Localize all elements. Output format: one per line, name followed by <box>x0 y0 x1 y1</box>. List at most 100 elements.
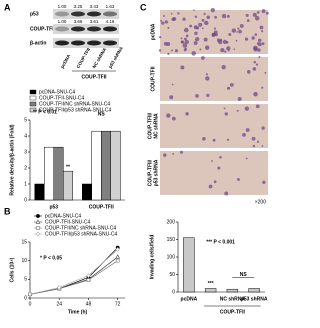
y-tick-label: 0 <box>172 289 175 295</box>
stained-cell <box>194 31 198 36</box>
stained-cell <box>194 15 198 18</box>
stained-cell <box>253 91 258 97</box>
stained-cell <box>169 95 174 100</box>
stained-cell <box>158 49 162 52</box>
y-axis-label: Relative density/β-actin (Fold) <box>9 124 15 195</box>
stained-cell <box>231 28 237 33</box>
legend-label: COUP-TFII/NC shRNA-SNU-C4 <box>39 101 110 107</box>
lane-label: p53 shRNA <box>108 45 125 69</box>
y-tick-label: 15 <box>21 239 27 245</box>
stained-cell <box>242 133 246 137</box>
blot-band <box>55 26 69 32</box>
micrograph <box>160 151 268 195</box>
stained-cell <box>171 17 175 21</box>
micrograph <box>160 57 268 101</box>
image-label: COUP-TFII/ <box>147 159 153 186</box>
stained-cell <box>163 15 165 17</box>
legend-label: COUP-TFII/p53 shRNA-SNU-C4 <box>45 231 117 237</box>
y-tick-label: 150 <box>167 237 176 243</box>
bar <box>183 237 195 293</box>
stained-cell <box>219 38 223 42</box>
marker <box>115 258 120 263</box>
stained-cell <box>191 51 196 56</box>
panel-label: B <box>4 206 11 216</box>
stained-cell <box>170 49 173 52</box>
stained-cell <box>229 82 234 87</box>
y-tick-label: 50 <box>169 272 175 278</box>
stained-cell <box>221 13 227 19</box>
blot-strip <box>53 9 119 19</box>
blot-band <box>103 26 117 32</box>
stained-cell <box>210 7 216 13</box>
annotation: ** <box>66 165 70 171</box>
stained-cell <box>264 71 267 74</box>
stained-cell <box>265 11 269 15</box>
bar <box>34 183 45 201</box>
stained-cell <box>246 19 250 23</box>
stained-cell <box>261 126 265 130</box>
stained-cell <box>201 27 204 30</box>
image-label: COUP-TFII <box>150 66 156 92</box>
legend-swatch <box>29 107 37 113</box>
bar <box>82 183 92 201</box>
stained-cell <box>224 50 227 53</box>
stained-cell <box>226 14 230 18</box>
x-tick-label: p53 shRNA <box>241 296 268 302</box>
stained-cell <box>246 70 251 74</box>
stained-cell <box>166 41 171 47</box>
annotation: *** <box>208 281 214 287</box>
stained-cell <box>226 86 231 90</box>
blot-band <box>71 11 85 17</box>
blot-row-label: β-actin <box>30 40 46 46</box>
x-tick-label: 72 <box>115 301 121 307</box>
stained-cell <box>237 178 240 181</box>
blot-ratio: 3.61 <box>90 19 99 24</box>
blot-ratio: 1.00 <box>58 4 67 9</box>
legend-label: pcDNA-SNU-C4 <box>39 89 75 95</box>
blot-band <box>55 11 69 17</box>
marker <box>86 278 91 282</box>
bar <box>63 170 73 201</box>
legend-swatch <box>29 95 37 101</box>
stained-cell <box>261 42 265 46</box>
stained-cell <box>208 184 213 189</box>
stained-cell <box>174 49 179 53</box>
stained-cell <box>223 107 226 110</box>
y-tick-label: 2 <box>24 165 27 171</box>
stained-cell <box>219 155 222 159</box>
blot-ratio: 3.25 <box>74 4 83 9</box>
marker <box>57 285 62 290</box>
stained-cell <box>213 180 217 184</box>
blot-strip <box>53 24 119 34</box>
figure: A B C p53 COUP-TFII β-actin 1.00 3.25 3.43 1.6… <box>4 2 269 315</box>
x-tick-label: NC shRNA <box>220 296 246 302</box>
stained-cell <box>239 24 244 28</box>
bar <box>101 130 111 201</box>
legend-marker <box>35 219 41 224</box>
stained-cell <box>254 33 258 36</box>
bar <box>110 130 121 201</box>
stained-cell <box>245 157 248 160</box>
stained-cell <box>238 29 242 34</box>
stained-cell <box>214 33 218 37</box>
stained-cell <box>161 21 165 25</box>
bar <box>91 130 102 201</box>
stained-cell <box>259 25 264 30</box>
image-label: COUP-TFII/ <box>147 112 153 139</box>
stained-cell <box>261 9 266 14</box>
stained-cell <box>245 128 250 132</box>
y-tick-label: 100 <box>167 254 176 260</box>
series-line <box>29 260 118 295</box>
stained-cell <box>205 76 210 81</box>
bar <box>44 146 54 201</box>
stained-cell <box>257 38 262 43</box>
stained-cell <box>262 180 266 185</box>
image-label: p53 shRNA <box>153 159 159 186</box>
stained-cell <box>214 15 218 19</box>
bar <box>248 288 260 293</box>
stained-cell <box>235 39 238 42</box>
stained-cell <box>184 39 189 45</box>
stained-cell <box>212 138 216 142</box>
stained-cell <box>166 113 171 118</box>
magnification: ×200 <box>255 199 266 205</box>
